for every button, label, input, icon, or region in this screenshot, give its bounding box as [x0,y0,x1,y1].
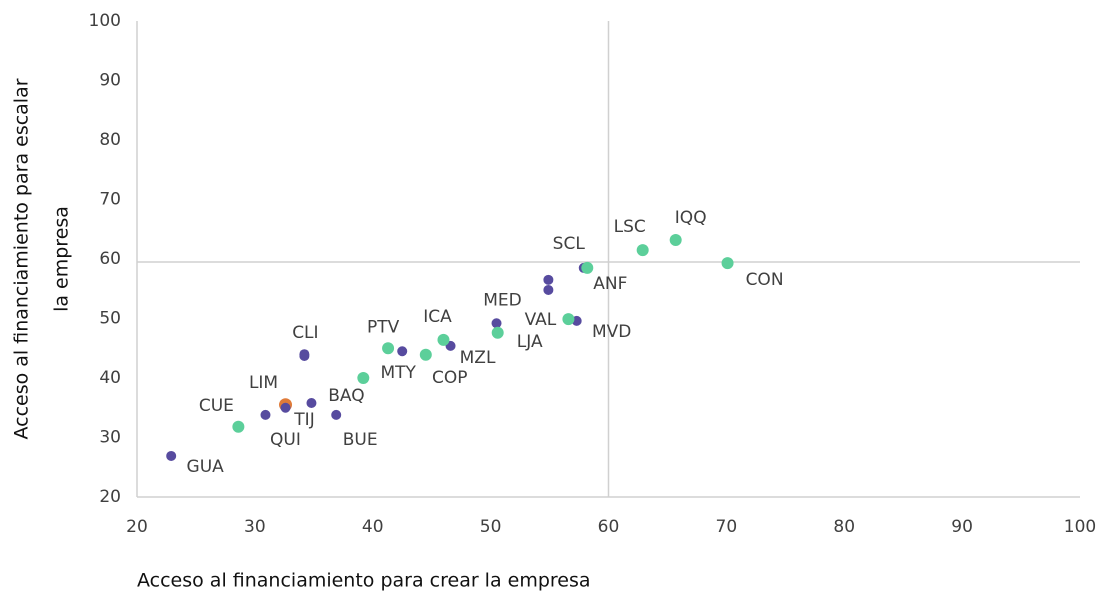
point-label: CON [746,270,784,290]
point [382,342,395,355]
y-tick-label: 20 [99,487,121,507]
x-tick-label: 20 [126,517,148,537]
point-label: CUE [199,396,234,416]
x-tick-label: 30 [244,517,266,537]
point-label: LSC [614,217,646,237]
point [562,313,575,326]
x-tick-label: 100 [1064,517,1096,537]
point [166,450,177,461]
y-tick-label: 30 [99,428,121,448]
x-tick-label: 80 [833,517,855,537]
point [491,326,504,339]
y-tick-label: 80 [99,130,121,150]
point [437,333,450,346]
point-label: LJA [517,332,543,352]
point [331,409,342,420]
y-tick-label: 50 [99,309,121,329]
point-label: BUE [343,430,378,450]
point-label: MTY [381,363,417,383]
point-label: VAL [525,310,557,330]
point-label: MZL [460,348,496,368]
point-label: IQQ [675,208,707,228]
point-label: ANF [593,274,627,294]
point [357,372,370,384]
point [232,420,245,433]
y-tick-label: 70 [99,190,121,210]
y-axis-label: Acceso al financiamiento para escalar [11,78,33,439]
y-tick-label: 100 [89,11,121,31]
point-label: ICA [423,307,452,327]
point [543,274,554,285]
point [721,257,734,270]
point [260,409,271,420]
point-label: SCL [553,234,586,254]
x-tick-label: 40 [362,517,384,537]
point [581,261,594,274]
point [397,346,408,357]
point [306,397,317,408]
point-label: QUI [270,430,301,450]
x-tick-label: 90 [951,517,973,537]
point [419,348,432,361]
point [280,402,291,413]
point [491,318,502,329]
point-label: COP [432,368,468,388]
x-tick-label: 60 [598,517,620,537]
point [299,349,310,360]
y-tick-label: 90 [99,71,121,91]
y-tick-label: 60 [99,249,121,269]
y-axis-label: la empresa [51,206,73,312]
point-label: MED [483,290,522,310]
point-label: GUA [187,457,225,477]
point-label: LIM [249,373,278,393]
point [543,284,554,295]
point-label: PTV [367,317,400,337]
point-label: MVD [592,322,631,342]
x-tick-label: 50 [480,517,502,537]
x-axis-label: Acceso al financiamiento para crear la e… [137,570,591,592]
point [636,244,649,257]
y-tick-label: 40 [99,368,121,388]
point-label: CLI [292,323,318,343]
x-tick-label: 70 [716,517,738,537]
point-label: BAQ [328,386,364,406]
point-label: TIJ [293,410,314,430]
point [669,233,682,246]
